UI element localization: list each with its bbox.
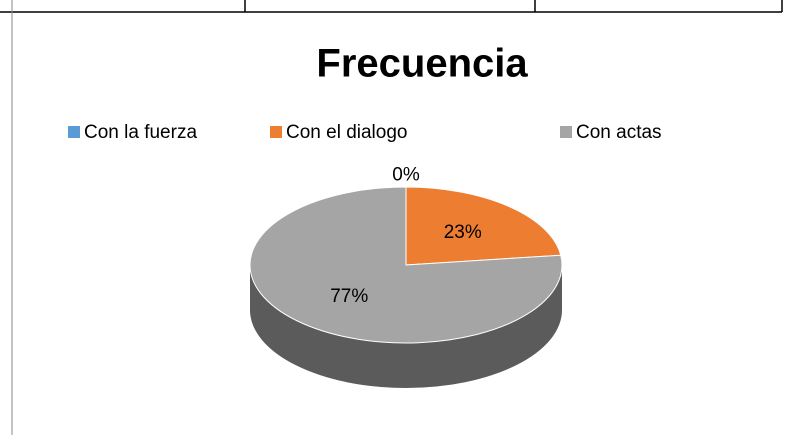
legend-swatch xyxy=(270,126,282,138)
data-label: 23% xyxy=(444,222,482,243)
chart-title: Frecuencia xyxy=(316,42,528,86)
legend-label: Con el dialogo xyxy=(286,122,407,143)
slice xyxy=(405,186,562,266)
data-label: 77% xyxy=(330,286,368,307)
slice-side xyxy=(250,265,562,388)
legend-swatch xyxy=(560,126,572,138)
slice xyxy=(249,186,563,344)
legend-label: Con la fuerza xyxy=(84,122,197,143)
legend-label: Con actas xyxy=(576,122,662,143)
legend-swatch xyxy=(68,126,80,138)
data-label: 0% xyxy=(392,164,420,185)
